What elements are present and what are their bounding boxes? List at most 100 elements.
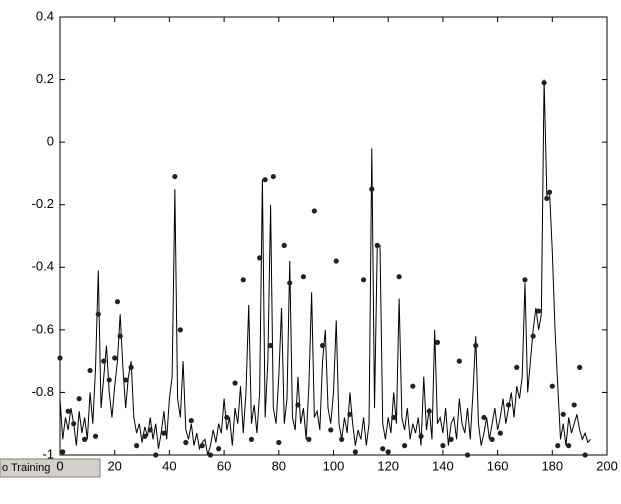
- button-face[interactable]: [0, 458, 101, 478]
- data-point: [248, 436, 255, 442]
- button-label[interactable]: o Training: [2, 462, 50, 474]
- data-point: [536, 308, 542, 314]
- y-tick-label: -0.6: [32, 321, 54, 336]
- data-point: [374, 242, 380, 248]
- x-tick-label: 140: [432, 458, 454, 473]
- data-point: [287, 280, 293, 286]
- data-point: [207, 452, 214, 458]
- data-point: [82, 436, 88, 442]
- data-point: [426, 408, 432, 414]
- x-tick-label: 160: [487, 458, 509, 473]
- y-tick-label: -0.8: [32, 384, 54, 399]
- data-point: [114, 299, 121, 305]
- data-point: [385, 449, 391, 455]
- data-point: [199, 443, 205, 449]
- data-point: [257, 255, 263, 261]
- data-point: [172, 173, 178, 180]
- data-point: [76, 396, 82, 402]
- y-tick-label: -1: [42, 446, 54, 461]
- x-tick-label: 180: [541, 458, 563, 473]
- data-point: [240, 277, 246, 283]
- data-point: [106, 377, 112, 383]
- x-tick-label: 60: [217, 458, 231, 473]
- data-point: [380, 446, 386, 452]
- data-point: [87, 367, 93, 374]
- data-point: [489, 436, 495, 442]
- data-point: [360, 277, 367, 283]
- data-point: [153, 452, 159, 458]
- y-tick-label: 0: [47, 134, 54, 149]
- y-tick-label: 0.4: [36, 8, 54, 23]
- x-tick-label: 0: [56, 458, 63, 473]
- x-tick-label: 40: [162, 458, 176, 473]
- button[interactable]: o Training: [0, 458, 101, 478]
- data-point: [60, 449, 66, 455]
- data-point: [92, 433, 99, 439]
- data-point: [544, 195, 550, 202]
- data-point: [232, 380, 238, 386]
- data-point: [566, 443, 572, 449]
- data-point: [546, 189, 553, 195]
- data-point: [369, 186, 375, 192]
- y-tick-label: -0.2: [32, 196, 54, 211]
- data-point: [481, 414, 487, 421]
- x-tick-label: 80: [272, 458, 286, 473]
- data-point: [549, 383, 555, 389]
- data-point: [270, 173, 276, 180]
- y-tick-label: -0.4: [32, 259, 54, 274]
- data-point: [456, 358, 462, 364]
- data-point: [560, 411, 566, 417]
- data-point: [396, 274, 402, 280]
- data-point: [541, 80, 547, 86]
- x-tick-label: 20: [107, 458, 121, 473]
- data-point: [311, 208, 317, 214]
- data-point: [71, 421, 77, 427]
- data-point: [224, 414, 230, 421]
- data-point: [300, 274, 307, 280]
- data-point: [333, 258, 339, 264]
- data-point: [117, 333, 123, 339]
- data-point: [555, 443, 561, 449]
- data-point: [347, 411, 353, 417]
- data-point: [410, 383, 416, 389]
- data-point: [319, 342, 326, 349]
- data-point: [473, 342, 479, 349]
- data-point: [571, 402, 577, 408]
- data-point: [95, 311, 101, 317]
- data-point: [101, 358, 107, 364]
- data-point: [391, 414, 397, 421]
- y-tick-label: 0.2: [36, 71, 54, 86]
- data-point: [216, 446, 222, 452]
- data-point: [142, 433, 148, 439]
- data-point: [267, 342, 274, 349]
- data-point: [505, 402, 512, 408]
- data-point: [112, 355, 118, 361]
- data-point: [418, 433, 424, 439]
- data-point: [440, 443, 446, 449]
- data-point: [123, 377, 129, 383]
- data-point: [352, 449, 358, 455]
- data-point: [497, 430, 503, 436]
- data-point: [128, 364, 134, 370]
- data-point: [577, 364, 583, 370]
- data-point: [295, 402, 301, 408]
- data-point: [530, 333, 536, 339]
- data-point: [522, 277, 528, 283]
- x-tick-label: 120: [377, 458, 399, 473]
- data-point: [188, 417, 194, 424]
- data-point: [177, 327, 183, 333]
- data-point: [281, 242, 287, 248]
- data-point: [262, 177, 268, 183]
- data-point: [65, 408, 71, 414]
- data-point: [57, 355, 63, 361]
- data-point: [183, 439, 189, 446]
- data-point: [464, 452, 471, 458]
- data-point: [448, 436, 454, 442]
- data-point: [276, 439, 282, 446]
- data-point: [402, 443, 408, 449]
- data-point: [161, 430, 167, 436]
- data-point: [328, 427, 334, 433]
- data-point: [582, 452, 588, 458]
- x-tick-label: 100: [323, 458, 345, 473]
